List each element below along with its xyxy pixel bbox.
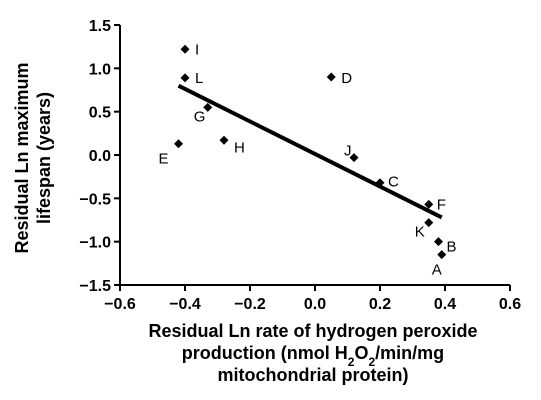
point-label-C: C [388, 174, 399, 191]
point-label-H: H [234, 139, 245, 156]
x-tick-label: −0.6 [104, 296, 136, 313]
x-tick-label: 0.2 [369, 296, 391, 313]
data-point-G [203, 102, 213, 112]
point-label-K: K [415, 224, 425, 241]
data-point-C [375, 178, 385, 188]
y-tick-label: −0.5 [79, 191, 111, 208]
y-axis-title: Residual Ln maximum lifespan (years) [12, 62, 54, 253]
y-axis: −1.5 −1.0 −0.5 0.0 0.5 1.0 1.5 [79, 18, 121, 295]
y-tick-label: −1.0 [79, 235, 111, 252]
point-label-E: E [159, 151, 169, 168]
y-tick-label: 0.0 [89, 148, 111, 165]
x-axis: −0.6 −0.4 −0.2 0.0 0.2 0.4 0.6 [104, 284, 521, 313]
data-point-I [180, 44, 190, 54]
data-point-E [174, 139, 183, 149]
x-axis-title-line: production (nmol H2O2/min/mg [182, 343, 444, 369]
regression-line [177, 83, 443, 220]
y-tick-label: 1.5 [89, 18, 111, 35]
x-axis-title: Residual Ln rate of hydrogen peroxidepro… [148, 321, 477, 385]
x-tick-label: −0.2 [234, 296, 266, 313]
point-label-G: G [194, 108, 206, 125]
point-label-I: I [195, 41, 199, 58]
data-point-H [219, 135, 229, 145]
data-point-K [424, 218, 434, 228]
y-axis-title-line: Residual Ln maximum [12, 62, 32, 253]
point-label-B: B [447, 239, 457, 256]
x-tick-label: −0.4 [169, 296, 201, 313]
y-tick-label: −1.5 [79, 278, 111, 295]
data-point-F [424, 199, 434, 209]
regression-line-group [177, 83, 443, 220]
x-tick-label: 0.0 [304, 296, 326, 313]
y-tick-label: 1.0 [89, 61, 111, 78]
y-tick-label: 0.5 [89, 105, 111, 122]
point-label-D: D [341, 70, 352, 87]
x-tick-label: 0.4 [434, 296, 456, 313]
x-axis-title-line: mitochondrial protein) [218, 365, 409, 385]
x-axis-title-line: Residual Ln rate of hydrogen peroxide [148, 321, 477, 341]
point-label-L: L [195, 70, 203, 87]
data-point-J [349, 153, 359, 163]
x-tick-label: 0.6 [499, 296, 521, 313]
data-point-A [437, 250, 447, 260]
data-point-D [326, 72, 336, 82]
y-axis-title-line: lifespan (years) [34, 92, 54, 224]
point-label-J: J [344, 143, 352, 160]
point-label-A: A [432, 262, 442, 279]
data-point-B [434, 237, 443, 247]
data-point-L [180, 73, 190, 83]
point-label-F: F [437, 196, 446, 213]
data-points: IL G E H D J C FK BA [159, 41, 457, 278]
